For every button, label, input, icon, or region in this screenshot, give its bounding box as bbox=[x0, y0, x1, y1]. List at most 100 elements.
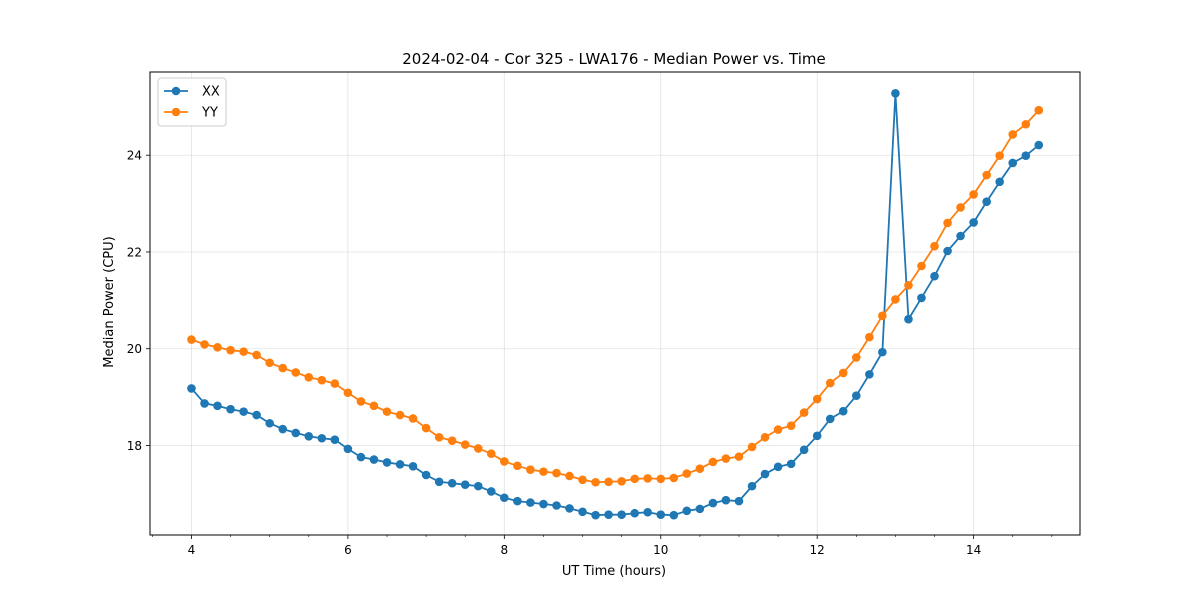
legend-marker-xx bbox=[171, 86, 181, 96]
data-point-xx bbox=[356, 452, 366, 462]
data-point-yy bbox=[969, 190, 978, 199]
data-point-xx bbox=[1021, 151, 1031, 160]
data-point-xx bbox=[891, 88, 900, 98]
series-layer bbox=[187, 88, 1044, 520]
data-point-xx bbox=[930, 271, 939, 281]
data-point-yy bbox=[995, 151, 1004, 160]
data-point-yy bbox=[930, 241, 939, 251]
data-point-yy bbox=[617, 477, 626, 486]
data-point-yy bbox=[630, 474, 640, 484]
data-point-xx bbox=[760, 469, 770, 479]
data-point-xx bbox=[408, 462, 418, 471]
data-point-xx bbox=[304, 432, 314, 441]
x-tick-label: 14 bbox=[966, 543, 981, 557]
data-point-xx bbox=[291, 428, 301, 438]
data-point-yy bbox=[343, 388, 353, 398]
data-point-xx bbox=[200, 399, 209, 408]
y-axis-label: Median Power (CPU) bbox=[102, 236, 117, 367]
data-point-xx bbox=[552, 501, 561, 510]
data-point-xx bbox=[969, 218, 978, 227]
data-point-yy bbox=[200, 340, 209, 349]
data-point-xx bbox=[513, 496, 522, 506]
data-point-xx bbox=[852, 391, 861, 400]
data-point-xx bbox=[421, 470, 431, 480]
data-point-yy bbox=[682, 469, 692, 478]
data-point-xx bbox=[682, 506, 692, 516]
data-point-yy bbox=[917, 261, 926, 271]
data-point-xx bbox=[904, 314, 913, 324]
data-point-xx bbox=[799, 445, 809, 455]
data-point-xx bbox=[812, 431, 822, 441]
data-point-xx bbox=[643, 507, 652, 517]
data-point-xx bbox=[265, 418, 274, 428]
legend-label-yy: YY bbox=[201, 106, 218, 121]
data-point-xx bbox=[995, 177, 1004, 187]
data-point-yy bbox=[187, 335, 196, 344]
data-point-xx bbox=[865, 370, 874, 379]
plot-frame bbox=[149, 71, 1081, 536]
data-point-yy bbox=[578, 475, 587, 485]
data-point-xx bbox=[395, 460, 405, 469]
data-point-yy bbox=[943, 218, 952, 228]
data-point-xx bbox=[878, 347, 887, 357]
data-point-yy bbox=[265, 358, 274, 368]
data-point-xx bbox=[382, 458, 392, 467]
data-point-yy bbox=[747, 442, 757, 452]
data-point-xx bbox=[460, 480, 470, 489]
x-tick-label: 6 bbox=[344, 543, 352, 557]
data-point-yy bbox=[904, 281, 913, 290]
data-point-xx bbox=[786, 459, 796, 469]
data-point-yy bbox=[1021, 119, 1031, 129]
data-point-yy bbox=[591, 477, 600, 487]
data-point-yy bbox=[865, 332, 874, 342]
data-point-yy bbox=[669, 473, 679, 483]
data-point-yy bbox=[891, 295, 900, 304]
y-tick-label: 20 bbox=[127, 342, 142, 356]
data-point-xx bbox=[773, 462, 783, 472]
data-point-xx bbox=[982, 197, 991, 206]
legend: XX YY bbox=[157, 77, 227, 127]
y-tick-label: 22 bbox=[127, 245, 142, 259]
chart-title: 2024-02-04 - Cor 325 - LWA176 - Median P… bbox=[402, 50, 826, 68]
data-point-yy bbox=[382, 407, 392, 416]
data-point-yy bbox=[956, 203, 965, 212]
data-point-xx bbox=[434, 477, 444, 487]
data-point-xx bbox=[473, 481, 483, 491]
data-point-yy bbox=[252, 350, 261, 360]
data-point-xx bbox=[187, 384, 196, 393]
data-point-yy bbox=[708, 457, 718, 467]
data-point-yy bbox=[395, 410, 405, 420]
data-point-yy bbox=[825, 378, 835, 388]
data-point-xx bbox=[695, 504, 705, 514]
data-point-xx bbox=[343, 444, 353, 454]
data-point-yy bbox=[226, 345, 235, 355]
data-point-yy bbox=[838, 368, 848, 378]
data-point-yy bbox=[239, 347, 248, 356]
data-point-yy bbox=[460, 440, 470, 449]
data-point-yy bbox=[304, 372, 314, 382]
data-point-xx bbox=[943, 246, 952, 256]
x-tick-label: 10 bbox=[653, 543, 668, 557]
data-point-xx bbox=[565, 504, 574, 513]
data-point-yy bbox=[760, 432, 770, 442]
data-point-xx bbox=[252, 410, 261, 420]
data-point-xx bbox=[447, 478, 457, 488]
x-tick-label: 4 bbox=[188, 543, 196, 557]
data-point-yy bbox=[408, 414, 418, 423]
series-xx bbox=[187, 88, 1044, 520]
data-point-xx bbox=[917, 293, 926, 303]
data-point-yy bbox=[317, 375, 327, 385]
data-point-xx bbox=[630, 508, 640, 518]
data-point-yy bbox=[434, 432, 444, 442]
data-point-xx bbox=[721, 495, 731, 505]
x-axis-label: UT Time (hours) bbox=[562, 564, 666, 579]
legend-label-xx: XX bbox=[202, 85, 220, 100]
data-point-xx bbox=[591, 510, 600, 520]
data-point-xx bbox=[1008, 158, 1018, 168]
data-point-xx bbox=[838, 406, 848, 416]
data-point-yy bbox=[473, 444, 483, 453]
data-point-yy bbox=[812, 394, 822, 404]
y-tick-label: 18 bbox=[127, 439, 142, 453]
